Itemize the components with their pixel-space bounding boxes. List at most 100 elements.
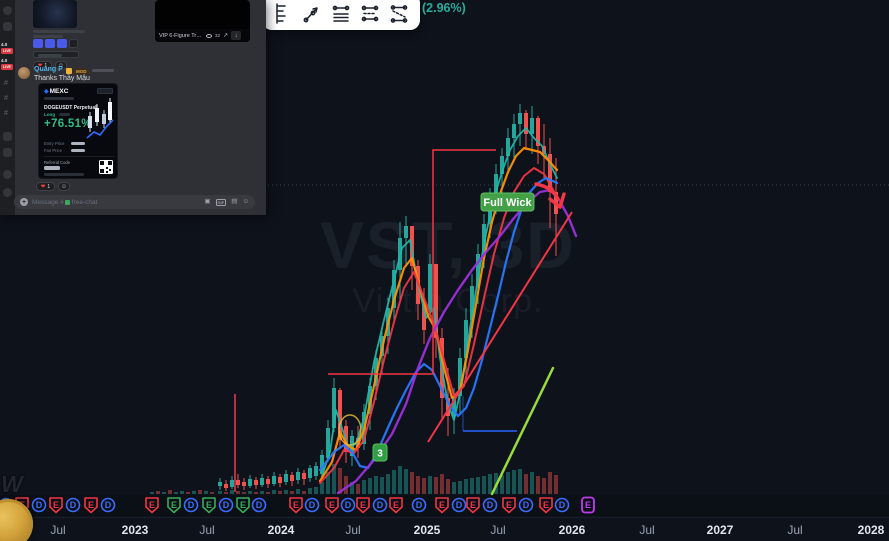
video-attachment[interactable]: VIP 6-Figure Trader… 32 ↗ ↓ <box>155 0 250 42</box>
disjoint-channel-tool-icon[interactable] <box>386 0 412 26</box>
voice-channel-label[interactable]: 4.0 <box>1 58 8 63</box>
card-subtitle-bar <box>44 97 74 100</box>
embed-secondary-button[interactable] <box>69 39 78 48</box>
gif-icon[interactable]: GIF <box>215 198 227 206</box>
gift-icon[interactable]: ▣ <box>204 197 211 205</box>
dividend-marker[interactable]: D <box>218 497 234 513</box>
svg-text:D: D <box>456 500 463 510</box>
earnings-marker[interactable]: E <box>539 497 553 514</box>
axis-label: Jul <box>639 523 655 537</box>
pnl-percent: +76.51% <box>44 118 92 130</box>
svg-text:E: E <box>293 500 299 510</box>
earnings-marker[interactable]: E <box>167 497 181 514</box>
dividend-marker[interactable]: D <box>451 497 467 513</box>
red-trendline[interactable] <box>427 211 573 443</box>
earnings-marker[interactable]: E <box>356 497 370 514</box>
earnings-marker[interactable]: E <box>325 497 339 514</box>
emoji-picker-icon[interactable]: ☺ <box>242 197 249 205</box>
price-chart[interactable]: VST, 3D Vistra Corp. Full Wick3DEDEDEDEE… <box>0 0 889 517</box>
dividend-marker[interactable]: D <box>554 497 570 513</box>
corner-logo-letter: W <box>1 471 23 497</box>
reaction-pill[interactable]: ☺ <box>58 182 70 191</box>
discord-overlay-window: 4.0 LIVE 4.0 LIVE # # # ❤ 1 ☺ <box>0 0 266 215</box>
card-corner-pill <box>97 88 113 94</box>
reaction-pill[interactable]: ☺ <box>55 61 67 70</box>
role-badge-icon <box>66 68 72 74</box>
open-external-icon[interactable]: ↗ <box>223 32 229 39</box>
axis-label: Jul <box>199 523 215 537</box>
series-ma-orange <box>318 146 559 483</box>
dividend-marker[interactable]: D <box>65 497 81 513</box>
yellow-ellipse-drawing[interactable] <box>338 414 362 446</box>
trend-arrow-tool-icon[interactable] <box>299 0 325 26</box>
dividend-marker[interactable]: D <box>100 497 116 513</box>
mexc-logo-icon: ◆ <box>44 89 49 95</box>
earnings-marker[interactable]: E <box>289 497 303 514</box>
channel-icon[interactable] <box>3 148 12 157</box>
red-arrow-drawing[interactable] <box>534 182 560 201</box>
server-icon[interactable] <box>3 22 12 31</box>
attach-plus-icon[interactable]: + <box>20 198 28 206</box>
dividend-marker[interactable]: D <box>411 497 427 513</box>
time-axis[interactable]: Jul 2023 Jul 2024 Jul 2025 Jul 2026 Jul 2027 Jul 20… <box>0 517 889 541</box>
reaction-pill[interactable]: ❤ 1 <box>36 182 55 191</box>
channel-icon[interactable] <box>3 132 12 141</box>
svg-text:D: D <box>416 500 423 510</box>
text-channel-hash-icon[interactable]: # <box>4 110 8 117</box>
earnings-marker[interactable]: E <box>84 497 98 514</box>
mexc-pnl-card[interactable]: ◆MEXC DOGEUSDT Perpetual Long +76.51% En… <box>38 83 118 179</box>
earnings-marker[interactable]: E <box>389 497 403 514</box>
message-input[interactable]: + Message # free-chat ▣ GIF ▤ ☺ <box>14 195 255 209</box>
voice-channel-label[interactable]: 4.0 <box>1 42 8 47</box>
dividend-marker[interactable]: D <box>482 497 498 513</box>
eye-icon[interactable] <box>206 33 212 38</box>
embed-link-button[interactable] <box>57 39 67 48</box>
earnings-marker[interactable]: E <box>236 497 250 514</box>
axis-label: 2026 <box>558 523 586 537</box>
username[interactable]: Quang P <box>34 66 63 73</box>
embed-wide-button[interactable] <box>33 51 79 58</box>
download-icon[interactable]: ↓ <box>231 31 242 40</box>
svg-text:D: D <box>188 500 195 510</box>
embed-link-button[interactable] <box>33 39 43 48</box>
dividend-marker[interactable]: D <box>372 497 388 513</box>
price-levels-tool-icon[interactable] <box>270 0 296 26</box>
parallel-channel-tool-icon[interactable] <box>328 0 354 26</box>
video-title: VIP 6-Figure Trader… <box>159 32 203 39</box>
embed-link-button[interactable] <box>45 39 55 48</box>
earnings-marker[interactable]: E <box>502 497 516 514</box>
entry-price-value-bar <box>71 141 85 145</box>
text-channel-hash-icon[interactable]: # <box>4 95 8 102</box>
referral-code-label: Referral Code <box>44 160 71 165</box>
earnings-marker[interactable]: E <box>435 497 449 514</box>
text-channel-hash-icon[interactable]: # <box>4 80 8 87</box>
green-trendline[interactable] <box>490 366 555 496</box>
svg-text:D: D <box>256 500 263 510</box>
sticker-icon[interactable]: ▤ <box>231 197 238 205</box>
reaction-pill[interactable]: ❤ 1 <box>33 61 52 70</box>
channel-icon[interactable] <box>3 170 12 179</box>
red-step-drawing[interactable] <box>328 149 496 375</box>
svg-text:D: D <box>345 500 352 510</box>
earnings-marker[interactable]: E <box>581 496 595 514</box>
dividend-marker[interactable]: D <box>340 497 356 513</box>
count-badge[interactable]: 3 <box>372 443 388 462</box>
volume-bars <box>150 464 558 494</box>
earnings-marker[interactable]: E <box>202 497 216 514</box>
settings-gear-icon[interactable] <box>3 188 12 197</box>
message-embed-image[interactable] <box>33 0 77 28</box>
earnings-marker[interactable]: E <box>145 497 159 514</box>
live-badge: LIVE <box>1 64 13 70</box>
earnings-marker[interactable]: E <box>49 497 63 514</box>
dividend-marker[interactable]: D <box>251 497 267 513</box>
dividend-marker[interactable]: D <box>31 497 47 513</box>
dividend-marker[interactable]: D <box>183 497 199 513</box>
earnings-marker[interactable]: E <box>466 497 480 514</box>
svg-text:E: E <box>506 500 512 510</box>
regression-trend-tool-icon[interactable] <box>357 0 383 26</box>
server-icon[interactable] <box>3 6 12 15</box>
full-wick-label[interactable]: Full Wick <box>480 192 535 212</box>
avatar[interactable] <box>18 67 30 79</box>
dividend-marker[interactable]: D <box>518 497 534 513</box>
dividend-marker[interactable]: D <box>304 497 320 513</box>
